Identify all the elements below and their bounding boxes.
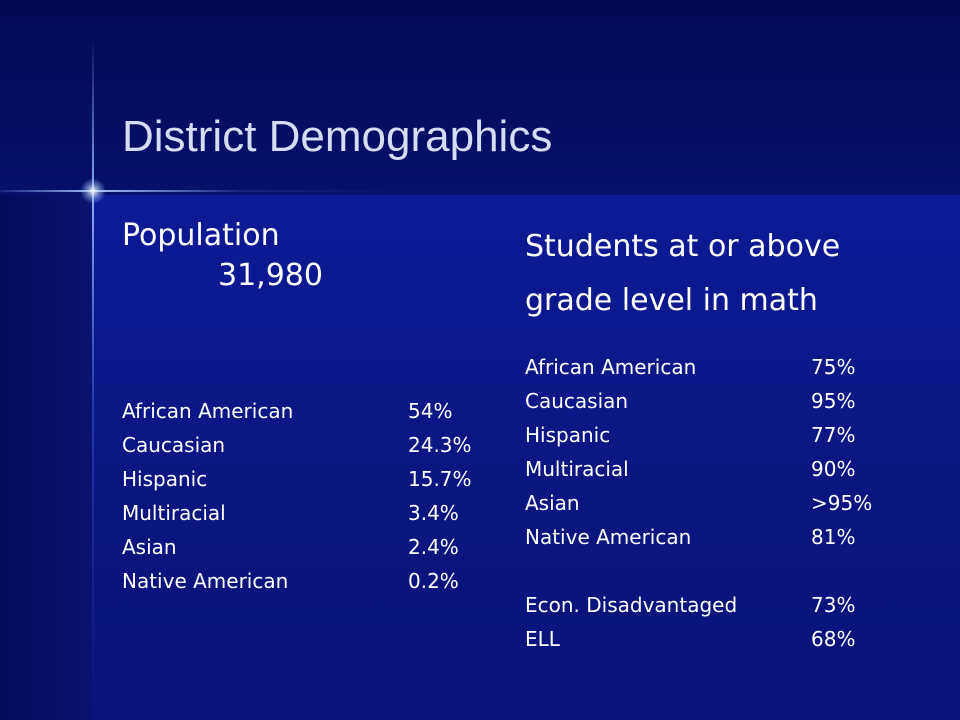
row-value: 54% (408, 399, 453, 423)
row-label: Asian (525, 491, 580, 515)
math-heading: Students at or above grade level in math (525, 220, 840, 328)
slide-title: District Demographics (122, 112, 553, 161)
row-value: 15.7% (408, 467, 472, 491)
row-label: Hispanic (122, 467, 208, 491)
row-value: 77% (811, 423, 856, 447)
row-label: Caucasian (122, 433, 226, 457)
row-label: African American (525, 355, 697, 379)
row-value: 75% (811, 355, 856, 379)
math-heading-line1: Students at or above (525, 229, 841, 264)
slide-background-left (0, 195, 92, 720)
row-value: 90% (811, 457, 856, 481)
row-value: 73% (811, 593, 856, 617)
row-value: >95% (811, 491, 873, 515)
row-value: 3.4% (408, 501, 459, 525)
slide-background-top (0, 0, 960, 195)
row-value: 81% (811, 525, 856, 549)
row-value: 68% (811, 627, 856, 651)
row-label: Hispanic (525, 423, 611, 447)
row-label: Econ. Disadvantaged (525, 593, 738, 617)
row-value: 0.2% (408, 569, 459, 593)
row-value: 2.4% (408, 535, 459, 559)
decorative-horizontal-line (0, 190, 400, 192)
decorative-vertical-line (92, 40, 94, 700)
population-value: 31,980 (218, 258, 323, 293)
row-value: 95% (811, 389, 856, 413)
row-label: Native American (122, 569, 289, 593)
row-label: Native American (525, 525, 692, 549)
row-label: African American (122, 399, 294, 423)
row-value: 24.3% (408, 433, 472, 457)
sparkle-icon (80, 178, 106, 204)
slide-background-main (92, 195, 960, 720)
population-label: Population (122, 218, 280, 253)
row-label: Multiracial (122, 501, 226, 525)
row-label: Multiracial (525, 457, 629, 481)
row-label: Caucasian (525, 389, 629, 413)
row-label: Asian (122, 535, 177, 559)
math-heading-line2: grade level in math (525, 283, 818, 318)
population-heading: Population 31,980 (122, 216, 323, 296)
row-label: ELL (525, 627, 560, 651)
